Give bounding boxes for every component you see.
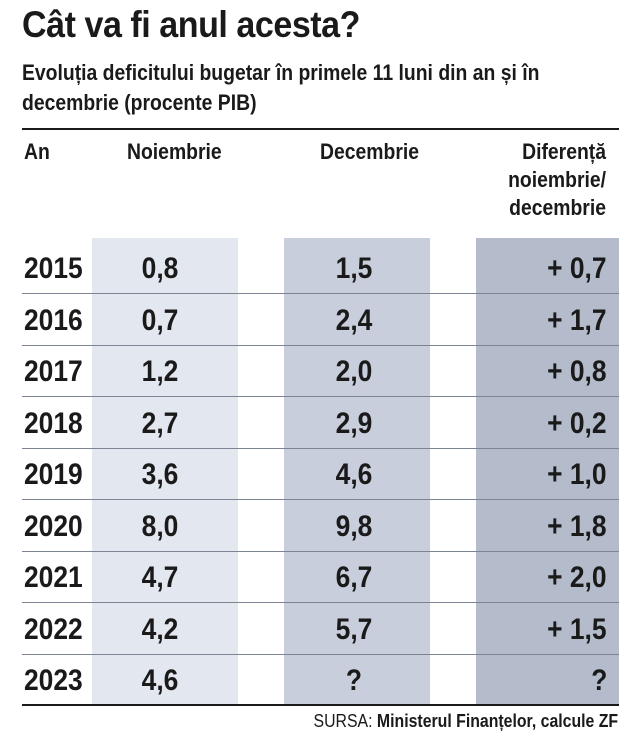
- bottom-rule: [22, 704, 619, 706]
- source-label: SURSA:: [313, 711, 373, 731]
- table-cell-noiembrie: 4,2: [141, 612, 179, 646]
- table-cell-noiembrie: 2,7: [141, 406, 179, 440]
- table-cell-year: 2019: [24, 458, 83, 491]
- table-cell-noiembrie: 1,2: [141, 355, 179, 388]
- source-text: Ministerul Finanțelor, calcule ZF: [376, 711, 618, 731]
- page-title: Cât va fi anul acesta?: [22, 4, 360, 45]
- table-cell-diferenta: + 0,7: [547, 252, 607, 285]
- table-cell-diferenta: + 1,7: [547, 303, 607, 337]
- table-row: 2022 4,2 5,7 + 1,5: [22, 603, 619, 655]
- table-cell-decembrie: 1,5: [335, 252, 373, 285]
- table-cell-noiembrie: 4,7: [141, 561, 179, 594]
- row-separator: [22, 653, 619, 655]
- table-row: 2018 2,7 2,9 + 0,2: [22, 397, 619, 449]
- column-band-noiembrie: [92, 238, 238, 704]
- row-separator: [22, 396, 619, 397]
- row-separator: [22, 602, 619, 603]
- top-rule: [22, 128, 619, 130]
- header-decembrie: Decembrie: [320, 139, 420, 164]
- table-cell-diferenta: + 0,2: [547, 406, 607, 440]
- column-band-decembrie: [284, 238, 430, 704]
- page-subtitle: Evoluția deficitului bugetar în primele …: [22, 60, 540, 115]
- table-cell-diferenta: + 1,5: [547, 612, 607, 646]
- table-cell-noiembrie: 3,6: [141, 458, 179, 491]
- table-cell-decembrie: 9,8: [335, 509, 373, 543]
- table-cell-decembrie: 2,4: [335, 303, 373, 337]
- table-cell-year: 2016: [24, 303, 83, 337]
- column-band-diferenta: [476, 238, 619, 704]
- table-cell-noiembrie: 0,8: [141, 252, 179, 285]
- header-an: An: [24, 139, 50, 164]
- table-cell-decembrie: 4,6: [335, 458, 373, 491]
- row-separator: [22, 293, 619, 294]
- table-cell-decembrie: ?: [345, 664, 363, 697]
- table-cell-noiembrie: 0,7: [141, 303, 179, 337]
- row-separator: [22, 447, 619, 449]
- table-cell-diferenta: ?: [590, 664, 607, 697]
- table-cell-noiembrie: 8,0: [141, 509, 179, 543]
- header-noiembrie: Noiembrie: [127, 139, 222, 164]
- header-diferenta: Diferență noiembrie/ decembrie: [508, 139, 606, 220]
- row-separator: [22, 344, 619, 346]
- table-cell-year: 2020: [24, 509, 83, 543]
- table-cell-year: 2023: [24, 664, 83, 697]
- table-cell-decembrie: 5,7: [335, 612, 373, 646]
- table-cell-noiembrie: 4,6: [141, 664, 179, 697]
- table-row: 2019 3,6 4,6 + 1,0: [22, 448, 619, 500]
- table-cell-decembrie: 2,9: [335, 406, 373, 440]
- table-row: 2020 8,0 9,8 + 1,8: [22, 500, 619, 552]
- table-cell-decembrie: 6,7: [335, 561, 373, 594]
- source-note: SURSA: Ministerul Finanțelor, calcule ZF: [313, 710, 618, 732]
- table-cell-year: 2017: [24, 355, 83, 388]
- row-separator: [22, 550, 619, 552]
- table-cell-diferenta: + 0,8: [547, 355, 607, 388]
- table-cell-diferenta: + 2,0: [547, 561, 607, 594]
- table-cell-year: 2018: [24, 406, 83, 440]
- table-row: 2015 0,8 1,5 + 0,7: [22, 242, 619, 294]
- table-cell-diferenta: + 1,0: [547, 458, 607, 491]
- table-cell-year: 2021: [24, 561, 83, 594]
- row-separator: [22, 499, 619, 500]
- table-cell-decembrie: 2,0: [335, 355, 373, 388]
- table-cell-year: 2022: [24, 612, 83, 646]
- table-row: 2016 0,7 2,4 + 1,7: [22, 294, 619, 346]
- table-cell-year: 2015: [24, 252, 83, 285]
- table-cell-diferenta: + 1,8: [547, 509, 607, 543]
- table-row: 2021 4,7 6,7 + 2,0: [22, 551, 619, 603]
- table-row: 2017 1,2 2,0 + 0,8: [22, 345, 619, 397]
- table-row: 2023 4,6??: [22, 654, 619, 706]
